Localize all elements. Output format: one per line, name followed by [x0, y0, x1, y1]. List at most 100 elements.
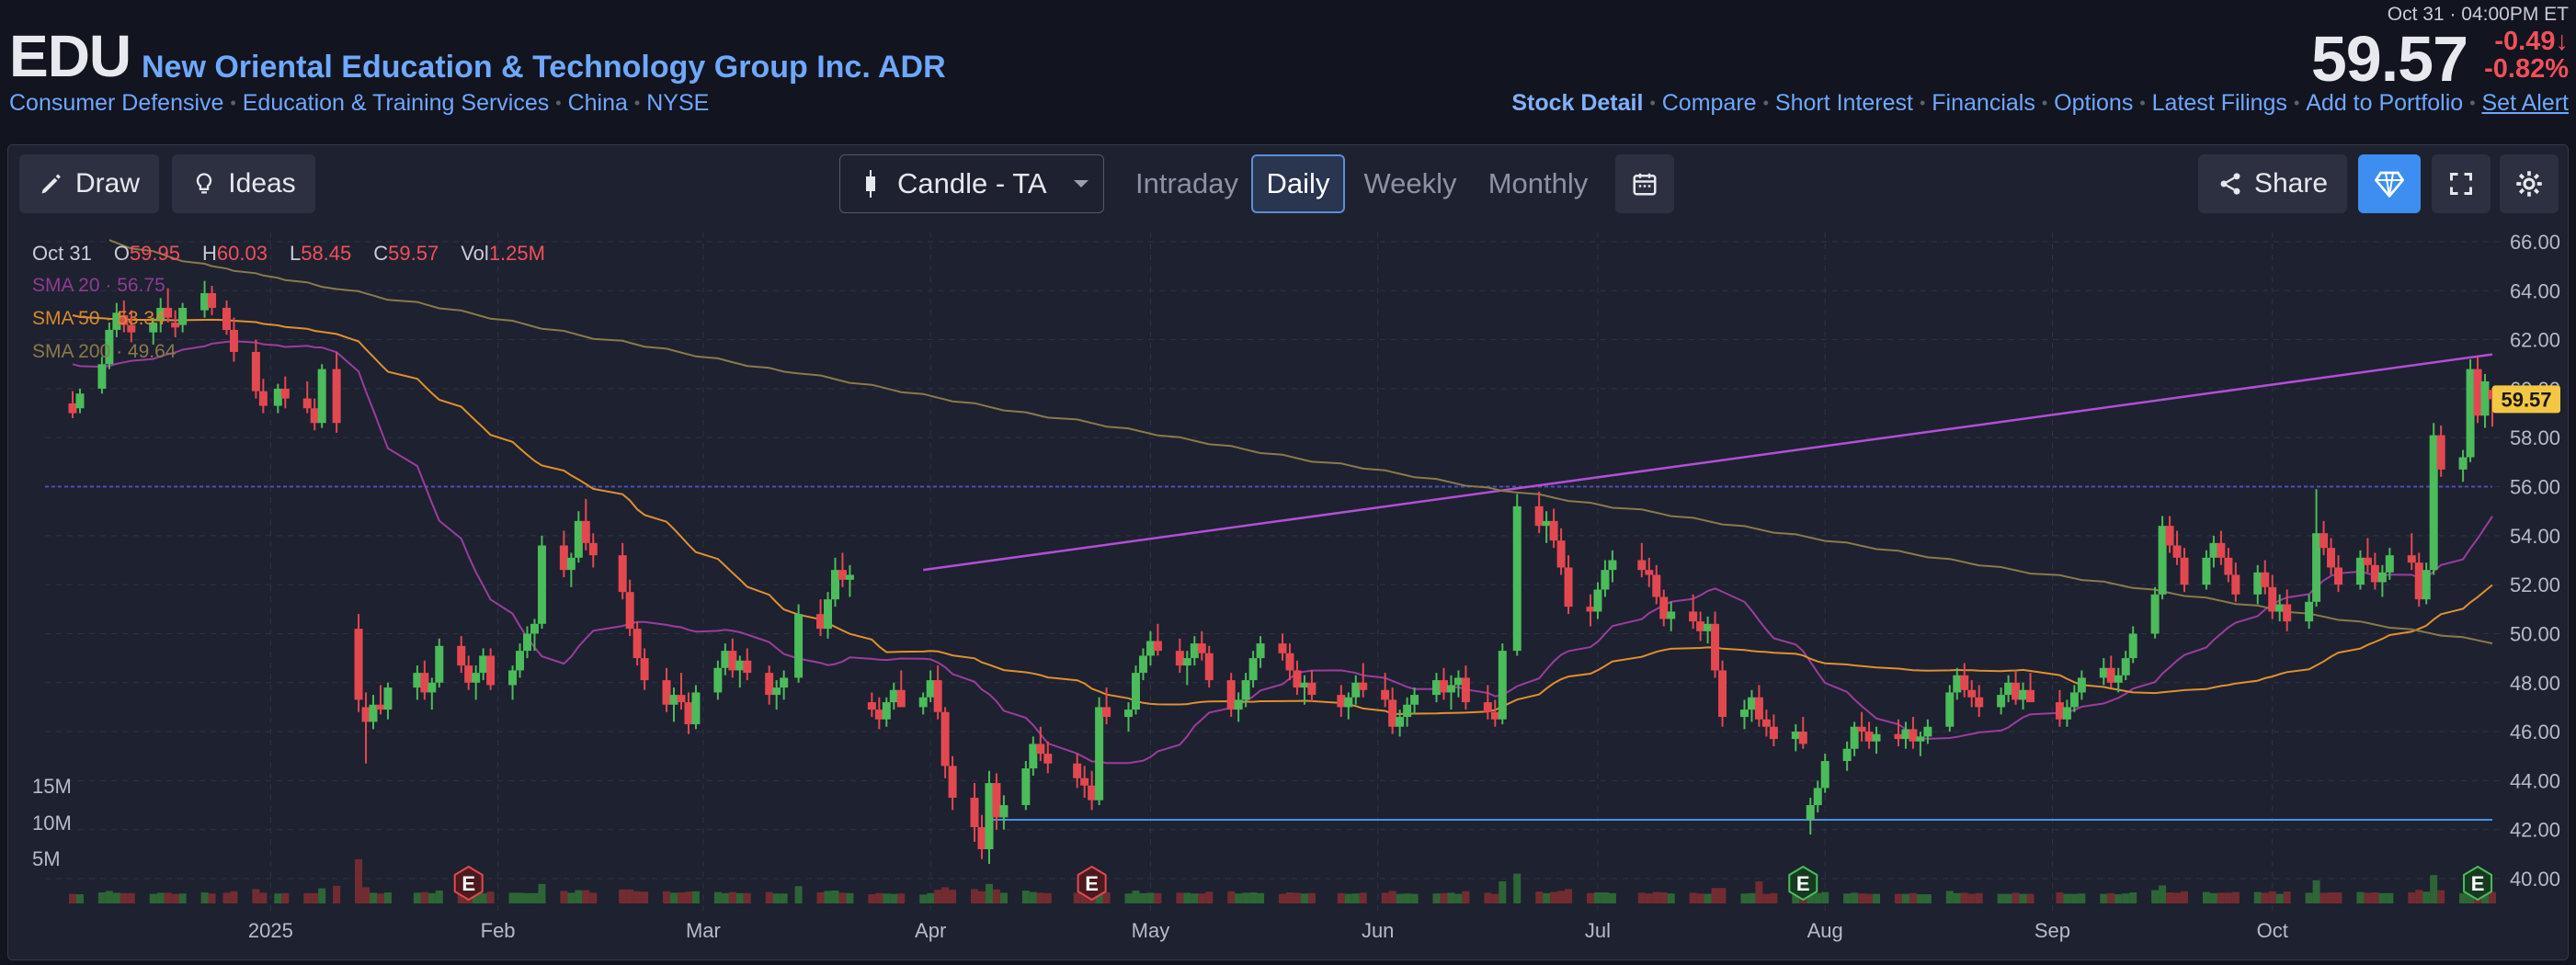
- volume-bar: [355, 859, 363, 903]
- nav-options[interactable]: Options: [2054, 90, 2134, 116]
- candle-body: [1241, 680, 1250, 700]
- candle-body: [765, 673, 774, 696]
- candle-body: [2466, 369, 2475, 458]
- candle-body: [2414, 562, 2423, 600]
- candle-body: [1945, 692, 1955, 727]
- candle-body: [127, 324, 136, 333]
- volume-bar: [713, 891, 722, 903]
- company-name[interactable]: New Oriental Education & Technology Grou…: [142, 50, 946, 85]
- category-exchange-link[interactable]: NYSE: [646, 90, 710, 116]
- nav-latest-filings[interactable]: Latest Filings: [2151, 90, 2287, 116]
- share-button[interactable]: Share: [2198, 154, 2347, 213]
- volume-bar: [1718, 888, 1727, 903]
- candle-body: [164, 307, 173, 318]
- volume-bar: [1755, 881, 1763, 903]
- candle-body: [1248, 658, 1258, 681]
- candle-body: [479, 655, 488, 674]
- volume-bar: [1381, 892, 1389, 903]
- earnings-marker: [1077, 865, 1107, 902]
- tab-weekly[interactable]: Weekly: [1363, 167, 1457, 199]
- tab-monthly[interactable]: Monthly: [1487, 167, 1589, 199]
- volume-bar: [1124, 893, 1133, 903]
- volume-bar: [2122, 893, 2130, 903]
- candle-body: [1667, 611, 1676, 619]
- candle-body: [977, 827, 986, 850]
- y-tick-label: 58.00: [2510, 426, 2560, 449]
- candle-body: [2209, 542, 2218, 558]
- price-chart[interactable]: 66.0064.0062.0060.0058.0056.0054.0052.00…: [8, 145, 2570, 961]
- volume-bar: [1792, 893, 1800, 903]
- volume-bar: [1645, 893, 1653, 903]
- ideas-button[interactable]: Ideas: [172, 154, 315, 213]
- volume-bar: [1608, 892, 1616, 903]
- nav-add-to-portfolio[interactable]: Add to Portfolio: [2306, 90, 2464, 116]
- volume-bar: [1351, 893, 1360, 903]
- volume-bar: [222, 892, 231, 903]
- candle-body: [948, 766, 957, 799]
- volume-bar: [1601, 892, 1609, 903]
- legend-close: C59.57: [373, 242, 439, 265]
- category-sector-link[interactable]: Consumer Defensive: [9, 90, 224, 116]
- candle-body: [2473, 369, 2482, 416]
- nav-short-interest[interactable]: Short Interest: [1774, 90, 1913, 116]
- candle-body: [985, 783, 994, 850]
- nav-set-alert[interactable]: Set Alert: [2481, 90, 2570, 116]
- volume-bar: [1843, 893, 1852, 903]
- candle-body: [1483, 702, 1492, 712]
- nav-compare[interactable]: Compare: [1661, 90, 1757, 116]
- candle-body: [149, 322, 158, 333]
- candle-body: [1791, 732, 1800, 740]
- candle-body: [1850, 726, 1859, 749]
- volume-bar: [120, 892, 128, 903]
- candle-body: [581, 520, 590, 543]
- candle-body: [588, 542, 598, 556]
- volume-bar: [780, 893, 788, 903]
- chart-type-select[interactable]: Candle - TA: [839, 154, 1104, 213]
- candle-body: [1909, 729, 1918, 742]
- candle-body: [1754, 697, 1763, 720]
- volume-bar: [1359, 892, 1367, 903]
- earnings-marker-label: E: [1796, 872, 1810, 895]
- volume-bar: [376, 893, 384, 903]
- volume-bar: [1873, 893, 1881, 903]
- tab-intraday[interactable]: Intraday: [1134, 167, 1238, 199]
- candle-body: [2355, 557, 2365, 585]
- tab-daily[interactable]: Daily: [1251, 154, 1345, 213]
- draw-button[interactable]: Draw: [19, 154, 159, 213]
- legend-low: L58.45: [289, 242, 352, 265]
- earnings-marker-label: E: [462, 872, 475, 895]
- volume-bar: [1858, 893, 1866, 903]
- candle-body: [2363, 557, 2372, 565]
- nav-financials[interactable]: Financials: [1932, 90, 2035, 116]
- date-range-button[interactable]: [1615, 154, 1674, 213]
- category-industry-link[interactable]: Education & Training Services: [242, 90, 550, 116]
- gear-icon: [2516, 171, 2542, 197]
- candle-body: [2114, 675, 2123, 683]
- nav-stock-detail[interactable]: Stock Detail: [1511, 90, 1644, 116]
- candle-body: [772, 687, 781, 696]
- candle-body: [2312, 533, 2321, 602]
- volume-bar: [2107, 892, 2115, 903]
- candle-body: [1564, 567, 1573, 607]
- earnings-marker: [2463, 865, 2493, 902]
- candle-body: [2180, 557, 2189, 585]
- settings-button[interactable]: [2500, 154, 2559, 213]
- volume-bar: [1586, 892, 1594, 903]
- candle-body: [1446, 685, 1455, 693]
- volume-bar: [1667, 893, 1675, 903]
- last-price-tag: [2492, 385, 2560, 414]
- volume-bar: [1689, 892, 1697, 903]
- candle-body: [1278, 643, 1287, 653]
- candle-body: [1124, 710, 1134, 718]
- fullscreen-button[interactable]: [2432, 154, 2491, 213]
- volume-bar: [1916, 894, 1924, 903]
- candle-body: [2377, 572, 2387, 583]
- premium-button[interactable]: [2358, 154, 2421, 213]
- x-tick-label: Aug: [1807, 919, 1843, 942]
- arrow-down-icon: ↓: [2555, 27, 2570, 56]
- candle-body: [258, 391, 268, 406]
- candle-body: [1344, 697, 1353, 708]
- category-country-link[interactable]: China: [567, 90, 628, 116]
- candle-body: [1021, 768, 1031, 806]
- candle-body: [222, 307, 231, 330]
